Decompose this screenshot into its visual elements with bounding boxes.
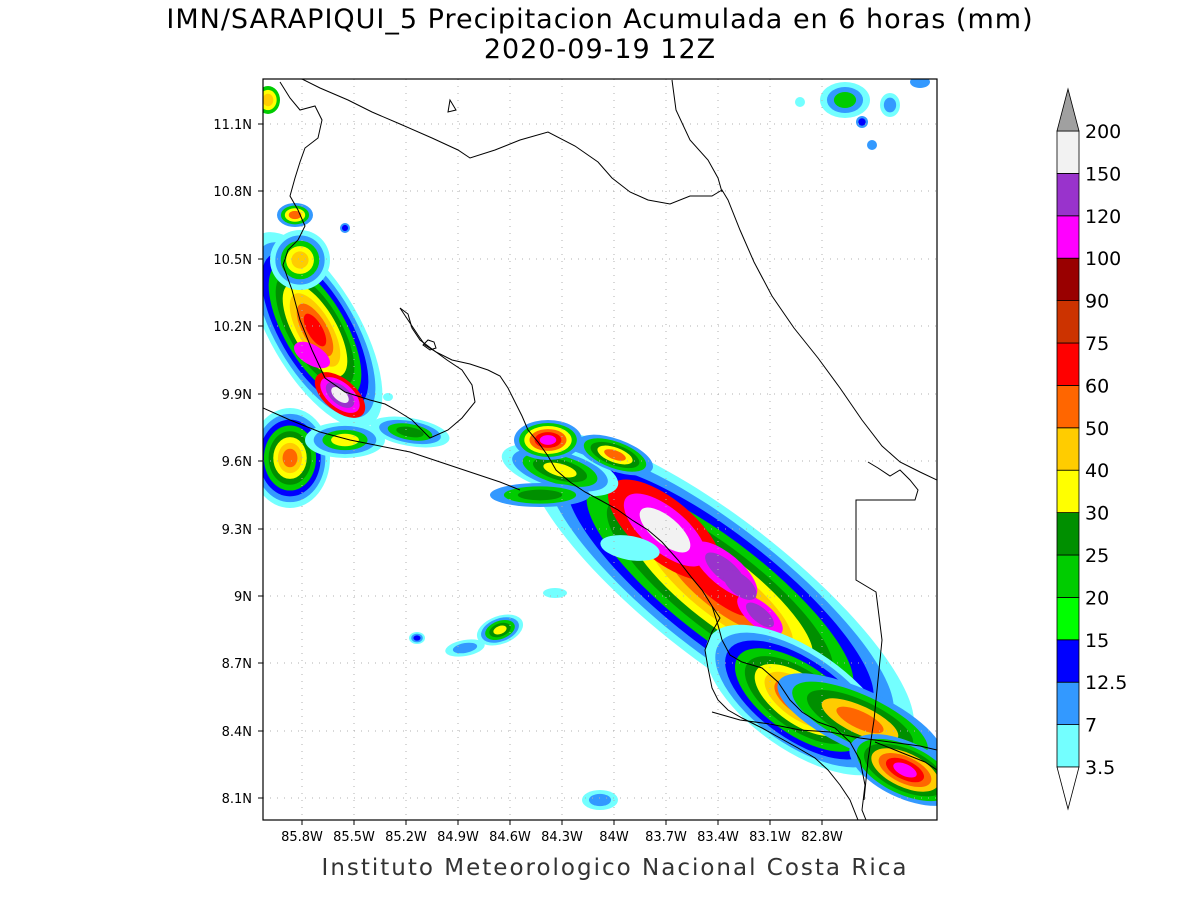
colorbar-label: 150 [1085, 163, 1121, 185]
lon-tick-label: 83.4W [697, 830, 739, 845]
colorbar-label: 25 [1085, 545, 1109, 567]
rain-cell [856, 116, 868, 128]
rain-cell [820, 82, 870, 118]
colorbar-legend: 3.5 7 12.5 15 20 25 30 40 50 60 75 90 100 120 150 200 [1056, 87, 1127, 811]
rain-cell [723, 570, 757, 600]
rain-cell [867, 140, 877, 150]
rain-cell [582, 790, 618, 810]
lon-tick-label: 84.6W [489, 830, 531, 845]
colorbar-segment [1056, 597, 1080, 641]
colorbar-segment [1056, 257, 1080, 302]
rain-cell [600, 535, 660, 561]
rain-cell [476, 614, 524, 646]
colorbar-label: 90 [1085, 291, 1109, 313]
lat-tick-label: 9N [234, 590, 252, 605]
map-frame [262, 78, 938, 821]
colorbar-segment [1056, 130, 1080, 174]
colorbar-label: 75 [1085, 333, 1109, 355]
lon-tick-label: 83.7W [645, 830, 687, 845]
colorbar-label: 30 [1085, 503, 1109, 525]
colorbar-segment [1056, 172, 1080, 217]
colorbar-segment [1056, 554, 1080, 598]
colorbar-segment [1056, 512, 1080, 556]
rain-cell [514, 420, 582, 460]
colorbar-segment [1056, 384, 1080, 429]
rain-cell [370, 416, 450, 448]
map-title: IMN/SARAPIQUI_5 Precipitacion Acumulada … [166, 4, 1034, 35]
colorbar-segment [1056, 469, 1080, 514]
rain-cell [270, 230, 330, 290]
rain-cell [849, 734, 937, 806]
longitude-axis: 85.8W 85.5W 85.2W 84.9W 84.6W 84.3W 84W 83.7W 83… [281, 820, 843, 845]
rain-cell [608, 479, 722, 581]
colorbar-segment [1056, 342, 1080, 386]
colorbar-label: 20 [1085, 587, 1109, 609]
rain-cell [737, 594, 783, 636]
colorbar-segment [1056, 724, 1080, 768]
rain-cell [277, 203, 313, 227]
rain-cell [880, 93, 900, 117]
lon-tick-label: 85.2W [385, 830, 427, 845]
colorbar-label: 3.5 [1085, 757, 1115, 779]
colorbar-label: 7 [1085, 715, 1097, 737]
rain-cell [409, 632, 425, 644]
colorbar-label: 50 [1085, 418, 1109, 440]
coastlines [263, 79, 937, 820]
lat-tick-label: 8.1N [222, 792, 252, 807]
rain-cell [263, 86, 280, 114]
colorbar-label: 100 [1085, 248, 1121, 270]
colorbar-label: 120 [1085, 206, 1121, 228]
rain-cell [795, 97, 805, 107]
colorbar-max-arrow [1056, 87, 1080, 132]
rain-cell [910, 79, 930, 88]
colorbar-label: 15 [1085, 630, 1109, 652]
lat-tick-label: 10.2N [213, 320, 252, 335]
lat-tick-label: 8.4N [222, 725, 252, 740]
colorbar-segment [1056, 427, 1080, 471]
rain-cell [263, 232, 383, 428]
colorbar-label: 200 [1085, 121, 1121, 143]
colorbar-segment [1056, 300, 1080, 344]
lon-tick-label: 84.9W [437, 830, 479, 845]
colorbar-label: 40 [1085, 460, 1109, 482]
rain-cell [314, 372, 366, 418]
lon-tick-label: 83.1W [749, 830, 791, 845]
colorbar-segment [1056, 215, 1080, 259]
colorbar-label: 60 [1085, 375, 1109, 397]
rain-cell [490, 483, 590, 507]
lon-tick-label: 84W [599, 830, 629, 845]
lat-tick-label: 8.7N [222, 657, 252, 672]
map-subtitle: 2020-09-19 12Z [483, 34, 717, 65]
latitude-axis: 11.1N 10.8N 10.5N 10.2N 9.9N 9.6N 9.3N 9N 8.7N 8.… [213, 118, 263, 807]
colorbar-segment [1056, 681, 1080, 726]
colorbar-min-arrow [1056, 766, 1080, 811]
lon-tick-label: 84.3W [541, 830, 583, 845]
rain-cell [445, 639, 485, 657]
lat-tick-label: 10.5N [213, 253, 252, 268]
rain-cell [543, 588, 567, 598]
lat-tick-label: 9.6N [222, 455, 252, 470]
lon-tick-label: 82.8W [801, 830, 843, 845]
colorbar-label: 12.5 [1085, 672, 1127, 694]
institution-footer: Instituto Meteorologico Nacional Costa R… [321, 855, 909, 881]
colorbar-segment [1056, 639, 1080, 683]
rain-cell [383, 393, 393, 401]
precipitation-field [263, 79, 937, 810]
lat-tick-label: 9.3N [222, 523, 252, 538]
lon-tick-label: 85.8W [281, 830, 323, 845]
rain-cell [577, 434, 653, 476]
rain-cell [340, 223, 350, 233]
lat-tick-label: 9.9N [222, 388, 252, 403]
rain-cell [263, 408, 330, 508]
lat-tick-label: 10.8N [213, 185, 252, 200]
rain-cell [293, 341, 331, 369]
lat-tick-label: 11.1N [213, 118, 252, 133]
map-gridlines [263, 79, 937, 820]
lon-tick-label: 85.5W [333, 830, 375, 845]
rain-cell [305, 422, 385, 458]
